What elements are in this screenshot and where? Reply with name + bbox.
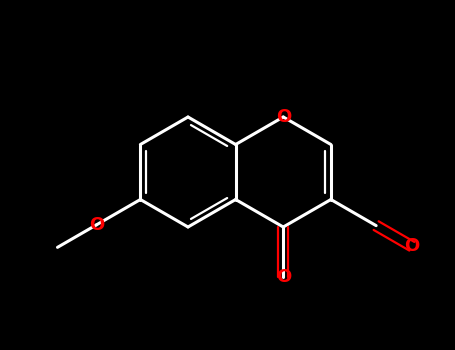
Text: O: O: [404, 237, 420, 255]
Text: O: O: [276, 108, 291, 126]
Text: O: O: [89, 216, 104, 234]
Text: O: O: [276, 267, 291, 286]
